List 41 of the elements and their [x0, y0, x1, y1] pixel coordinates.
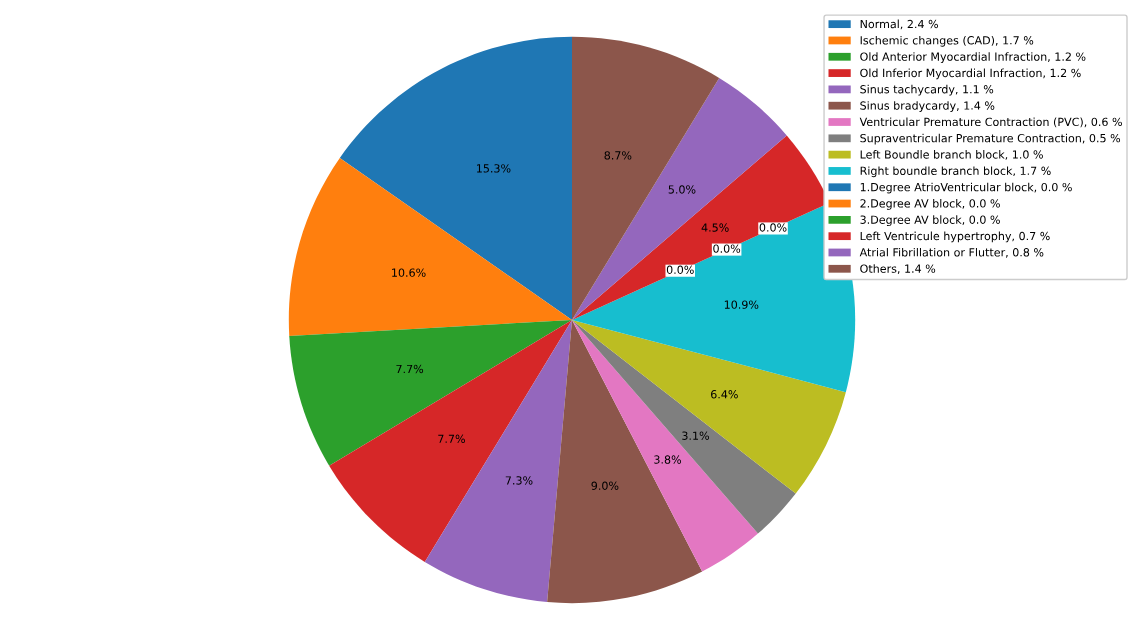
legend-label: Old Inferior Myocardial Infraction, 1.2 % — [860, 68, 1081, 80]
data-label: 3.8% — [654, 455, 682, 464]
pie-slice — [572, 320, 758, 572]
pie-slice — [572, 78, 787, 320]
pie-slice — [329, 320, 572, 562]
data-label: 3.1% — [682, 431, 709, 440]
legend-label: Old Anterior Myocardial Infraction, 1.2 % — [860, 52, 1086, 63]
legend-label: Supraventricular Premature Contraction, 0.5 % — [860, 133, 1121, 145]
legend-label: 2.Degree AV block, 0.0 % — [860, 199, 1000, 210]
data-label: 7.3% — [505, 476, 533, 485]
data-label: 7.7% — [438, 434, 465, 443]
legend-label: Sinus tachycardy, 1.1 % — [860, 84, 994, 96]
data-label: 4.5% — [701, 223, 729, 232]
pie-slice — [288, 157, 572, 337]
text: 0.0% — [713, 244, 741, 253]
data-label: 5.0% — [668, 185, 696, 194]
data-label: 6.4% — [711, 390, 738, 399]
data-label: 9.0% — [591, 481, 619, 490]
data-label: 10.6% — [392, 268, 426, 277]
legend-label: Left Boundle branch block, 1.0 % — [860, 150, 1043, 160]
data-label: 15.3% — [477, 164, 511, 173]
legend-label: Sinus bradycardy, 1.4 % — [860, 101, 995, 112]
legend-label: Others, 1.4 % — [860, 264, 936, 274]
data-label: 10.9% — [724, 300, 759, 309]
data-label: 8.7% — [604, 151, 632, 160]
legend-label: Ischemic changes (CAD), 1.7 % — [860, 35, 1034, 47]
pie-slice — [572, 320, 796, 534]
legend-label: 3.Degree AV block, 0.0 % — [860, 215, 1000, 227]
legend-label: Right boundle branch block, 1.7 % — [860, 166, 1051, 178]
legend-label: Ventricular Premature Contraction (PVC), 0.6 % — [859, 117, 1122, 128]
legend-label: 1.Degree AtrioVentricular block, 0.0 % — [860, 182, 1072, 194]
legend-label: Left Ventricule hypertrophy, 0.7 % — [860, 231, 1050, 243]
text: 0.0% — [666, 265, 694, 274]
pie-slice — [424, 320, 572, 603]
pie-slice — [289, 320, 572, 466]
legend-label: Normal, 2.4 % — [860, 19, 939, 30]
text: 0.0% — [759, 223, 787, 232]
data-label: 7.7% — [396, 364, 424, 374]
legend-label: Atrial Fibrillation or Flutter, 0.8 % — [859, 247, 1044, 258]
pie-slice — [572, 320, 846, 494]
pie-slice — [339, 36, 572, 320]
